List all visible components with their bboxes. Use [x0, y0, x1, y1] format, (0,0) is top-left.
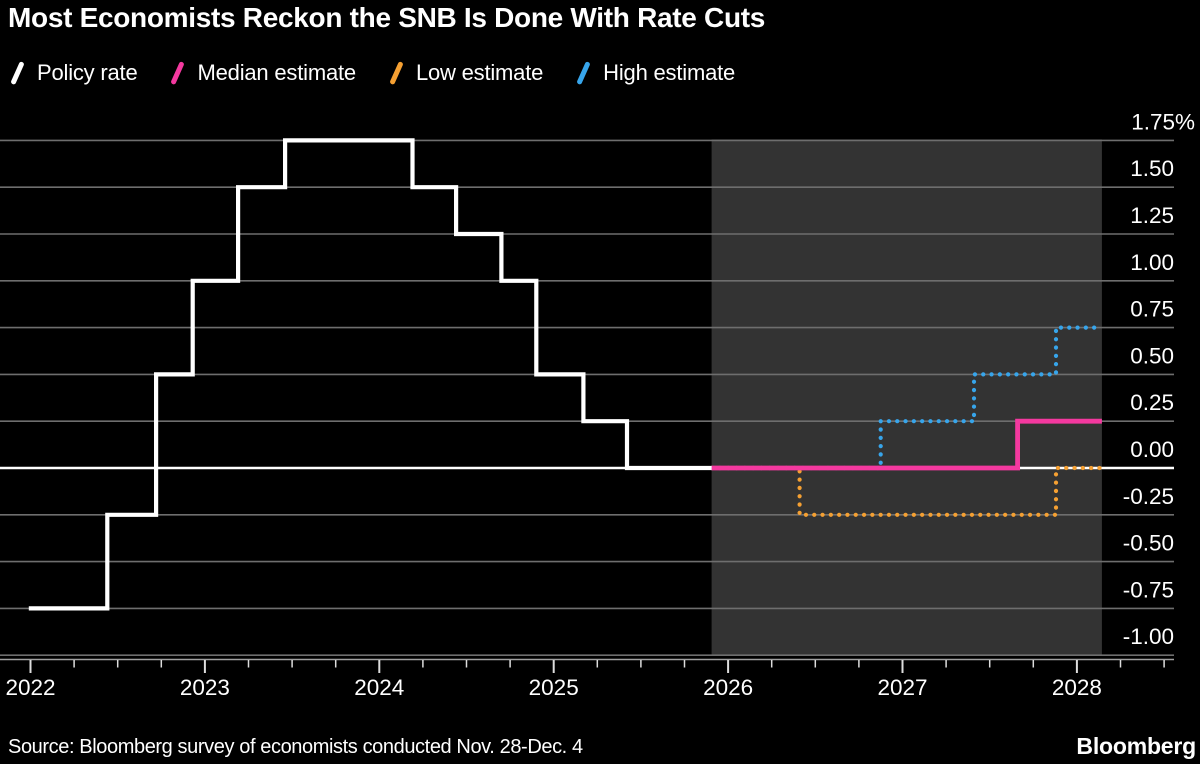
y-axis-label: 1.75% — [1131, 109, 1195, 134]
bloomberg-logo: Bloomberg — [1076, 733, 1196, 759]
y-axis-label: 0.00 — [1130, 437, 1174, 462]
legend: Policy rate Median estimate Low estimate… — [8, 60, 735, 86]
series-median-estimate-line — [711, 418, 1102, 471]
y-axis-label: 1.50 — [1130, 156, 1174, 181]
legend-item-low-estimate: Low estimate — [387, 60, 543, 86]
x-axis-label: 2026 — [703, 675, 753, 700]
legend-label: Low estimate — [415, 60, 544, 85]
y-axis-label: 1.25 — [1130, 203, 1174, 228]
legend-label: Policy rate — [37, 60, 138, 85]
legend-label: Median estimate — [197, 60, 357, 85]
series-high-estimate-line — [709, 325, 1104, 471]
legend-item-high-estimate: High estimate — [574, 60, 735, 86]
source-note: Source: Bloomberg survey of economists c… — [8, 736, 583, 758]
y-axis-label: 0.25 — [1130, 390, 1174, 415]
x-axis-label: 2024 — [354, 675, 404, 700]
y-axis-label: 1.00 — [1130, 250, 1174, 275]
y-axis-label: -1.00 — [1123, 624, 1174, 649]
x-axis-label: 2025 — [529, 675, 579, 700]
y-axis-label: -0.75 — [1123, 577, 1174, 602]
legend-label: High estimate — [603, 60, 736, 85]
y-axis-label: -0.25 — [1123, 484, 1174, 509]
forecast-region — [711, 139, 1102, 656]
y-axis-label: 0.75 — [1130, 297, 1174, 322]
series-policy-rate-line — [28, 138, 712, 611]
y-axis-label: 0.50 — [1130, 343, 1174, 368]
x-axis-label: 2022 — [5, 675, 55, 700]
x-axis-label: 2027 — [877, 675, 927, 700]
x-axis-label: 2028 — [1052, 675, 1102, 700]
y-axis-label: -0.50 — [1123, 531, 1174, 556]
page-title: Most Economists Reckon the SNB Is Done W… — [8, 2, 766, 33]
x-axis-label: 2023 — [180, 675, 230, 700]
legend-item-median-estimate: Median estimate — [169, 60, 356, 86]
legend-item-policy-rate: Policy rate — [8, 60, 138, 86]
